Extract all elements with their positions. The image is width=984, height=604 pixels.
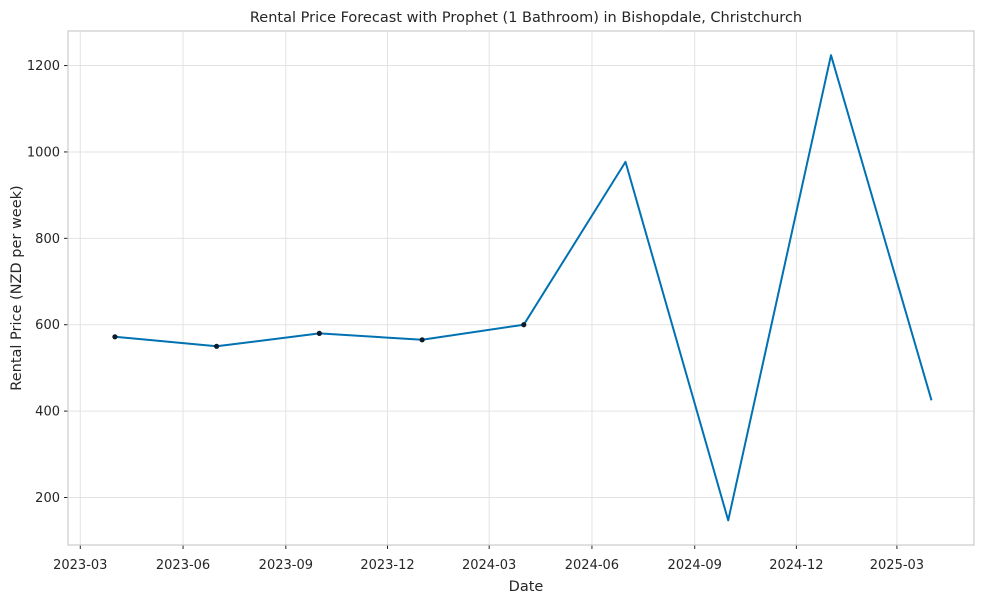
- series-layer: [112, 54, 933, 522]
- y-tick-label: 400: [35, 405, 60, 420]
- axis-ticks: 2023-03 2023-06 2023-09 2023-12 2024-03 2024-…: [27, 59, 924, 573]
- plot-frame: [67, 30, 975, 546]
- observed-point: [316, 330, 322, 336]
- x-tick-label: 2024-03: [462, 558, 516, 573]
- observed-point: [112, 334, 118, 340]
- observed-point: [213, 343, 220, 349]
- y-tick-label: 200: [35, 491, 60, 506]
- y-tick-label: 1200: [27, 59, 60, 74]
- x-tick-label: 2023-09: [259, 558, 313, 573]
- x-tick-label: 2024-09: [668, 558, 722, 573]
- observed-point: [419, 337, 425, 343]
- x-tick-label: 2024-12: [769, 558, 823, 573]
- chart-title: Rental Price Forecast with Prophet (1 Ba…: [250, 10, 802, 26]
- forecast-line: [114, 54, 933, 522]
- x-tick-label: 2025-03: [870, 558, 924, 573]
- y-tick-label: 600: [35, 318, 60, 333]
- x-tick-label: 2023-12: [360, 558, 414, 573]
- grid-lines: [68, 31, 974, 545]
- x-tick-label: 2023-03: [53, 558, 107, 573]
- y-tick-label: 1000: [27, 145, 60, 160]
- observed-point: [521, 322, 527, 328]
- x-tick-label: 2023-06: [156, 558, 210, 573]
- x-tick-label: 2024-06: [565, 558, 619, 573]
- y-axis-label: Rental Price (NZD per week): [9, 185, 25, 390]
- x-axis-label: Date: [509, 579, 544, 595]
- y-tick-label: 800: [35, 232, 60, 247]
